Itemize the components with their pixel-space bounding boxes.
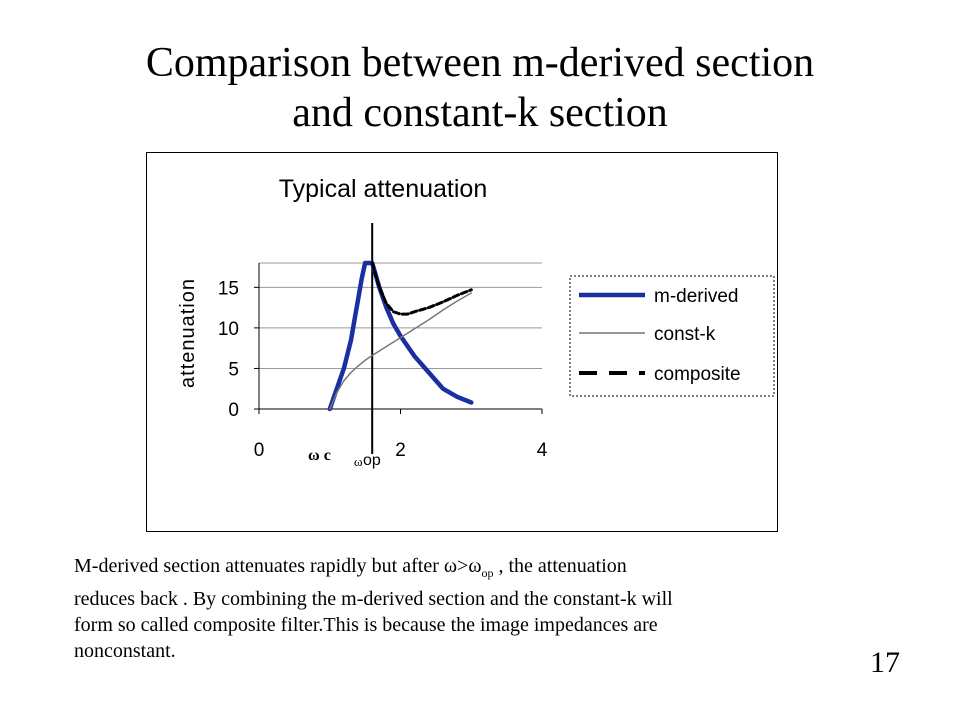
chart-frame: Typical attenuation attenuation 0 5 10 15 0 2… bbox=[146, 152, 778, 532]
caption-line-1-start: M-derived section attenuates rapidly but… bbox=[74, 555, 444, 577]
x-tick-label: 2 bbox=[395, 440, 406, 461]
title-line-2: and constant-k section bbox=[292, 90, 668, 136]
slide-title: Comparison between m-derived section and… bbox=[0, 38, 960, 138]
caption-text: M-derived section attenuates rapidly but… bbox=[74, 553, 894, 664]
x-tick-label: 4 bbox=[537, 440, 548, 461]
caption-line-4: nonconstant. bbox=[74, 640, 176, 662]
omega-op-symbol: ω bbox=[354, 454, 363, 469]
omega-op-annotation: op bbox=[363, 452, 381, 469]
omega-c-annotation: ω c bbox=[308, 447, 331, 464]
chart-title: Typical attenuation bbox=[279, 175, 487, 203]
op-subscript: op bbox=[481, 566, 494, 580]
omega-symbol: ω bbox=[443, 555, 458, 577]
caption-line-1: M-derived section attenuates rapidly but… bbox=[74, 553, 894, 586]
y-tick-label: 5 bbox=[228, 359, 239, 380]
title-line-1: Comparison between m-derived section bbox=[145, 40, 815, 86]
caption-line-3: form so called composite filter.This is … bbox=[74, 614, 658, 636]
plot-area: 0 5 10 15 0 2 4 bbox=[218, 223, 548, 461]
y-tick-label: 10 bbox=[218, 319, 239, 340]
y-tick-label: 15 bbox=[218, 278, 239, 299]
y-axis-label: attenuation bbox=[177, 278, 199, 388]
legend-label: const-k bbox=[654, 324, 716, 345]
y-tick-label: 0 bbox=[228, 400, 239, 421]
legend-label: composite bbox=[654, 364, 741, 385]
x-tick-label: 0 bbox=[254, 440, 265, 461]
slide-number: 17 bbox=[870, 646, 900, 679]
legend-box bbox=[569, 275, 775, 397]
series-line-composite bbox=[370, 261, 473, 316]
caption-line-1-end: , the attenuation bbox=[493, 555, 627, 577]
attenuation-chart: Typical attenuation attenuation 0 5 10 15 0 2… bbox=[177, 175, 775, 469]
legend: m-derived const-k composite bbox=[569, 275, 775, 397]
greater-than-symbol: > bbox=[457, 555, 469, 577]
caption-line-2: reduces back . By combining the m-derive… bbox=[74, 588, 673, 610]
series-line-m-derived bbox=[327, 260, 474, 412]
axis-annotations: ω c ω op bbox=[308, 447, 381, 469]
legend-label: m-derived bbox=[654, 286, 738, 307]
omega-symbol-2: ω bbox=[468, 555, 482, 577]
series-line-const-k bbox=[329, 292, 473, 410]
